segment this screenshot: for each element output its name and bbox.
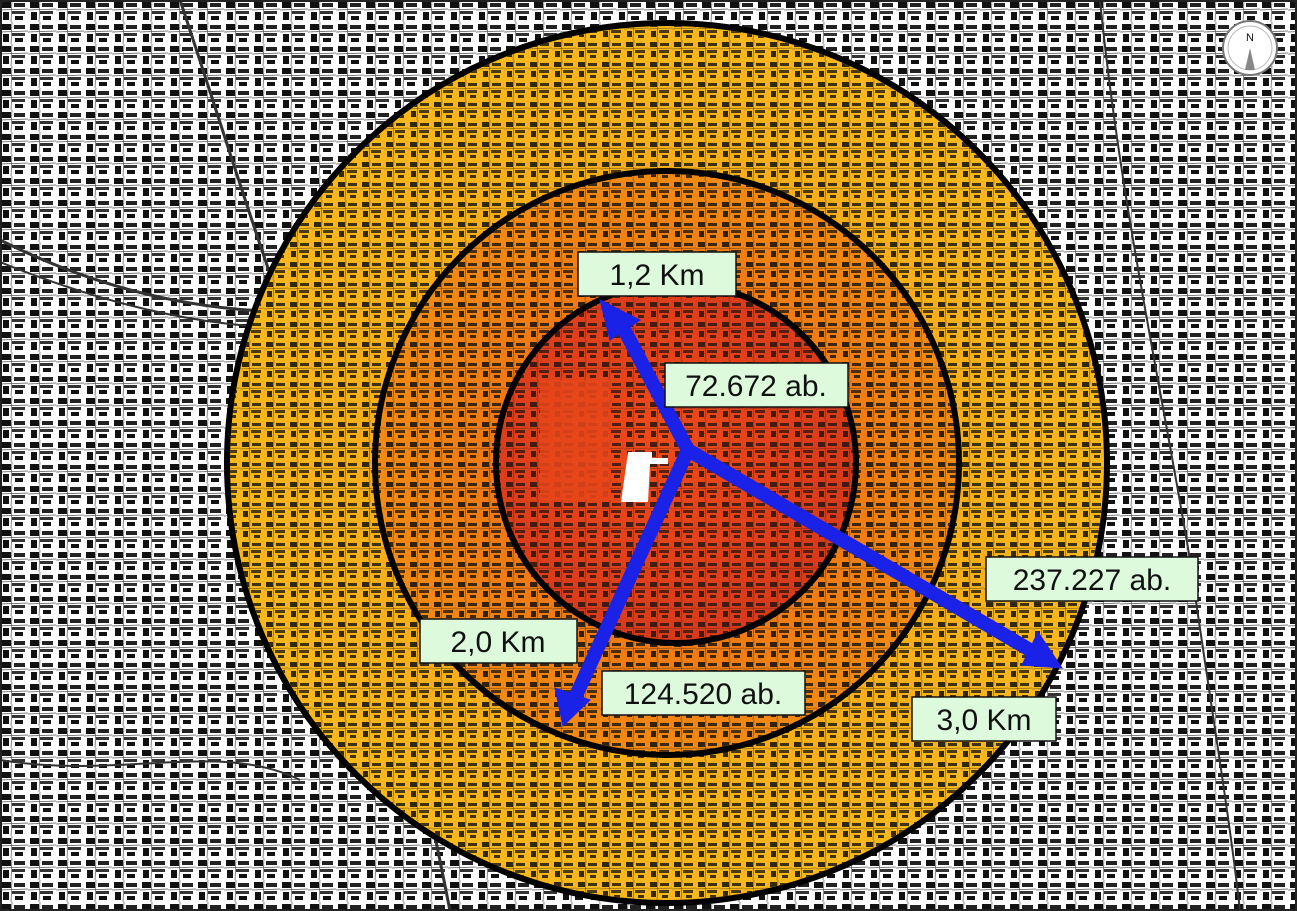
- population-label-middle: 124.520 ab.: [601, 670, 806, 716]
- population-label-inner: 72.672 ab.: [664, 362, 849, 408]
- park-area: [540, 380, 610, 500]
- population-label-outer: 237.227 ab.: [985, 556, 1199, 602]
- building-icon: [621, 452, 668, 502]
- svg-text:3,0 Km: 3,0 Km: [936, 704, 1031, 737]
- compass-label: N: [1246, 32, 1254, 44]
- arrow-outer: [684, 443, 1034, 657]
- radius-arrows: [554, 299, 1063, 727]
- radius-label-outer: 3,0 Km: [911, 696, 1057, 742]
- svg-text:237.227 ab.: 237.227 ab.: [1013, 564, 1171, 597]
- arrow-outer-head: [1021, 630, 1063, 669]
- arrow-middle: [567, 447, 695, 703]
- north-arrow-icon: N: [1222, 20, 1278, 76]
- svg-text:2,0 Km: 2,0 Km: [450, 626, 545, 659]
- arrow-inner-head: [599, 299, 641, 341]
- arrow-middle-head: [554, 687, 591, 727]
- radius-label-inner: 1,2 Km: [577, 251, 737, 297]
- svg-text:1,2 Km: 1,2 Km: [609, 259, 704, 292]
- svg-text:72.672 ab.: 72.672 ab.: [685, 370, 827, 403]
- radius-label-middle: 2,0 Km: [419, 618, 578, 664]
- arrow-inner: [611, 314, 695, 454]
- svg-text:124.520 ab.: 124.520 ab.: [624, 678, 782, 711]
